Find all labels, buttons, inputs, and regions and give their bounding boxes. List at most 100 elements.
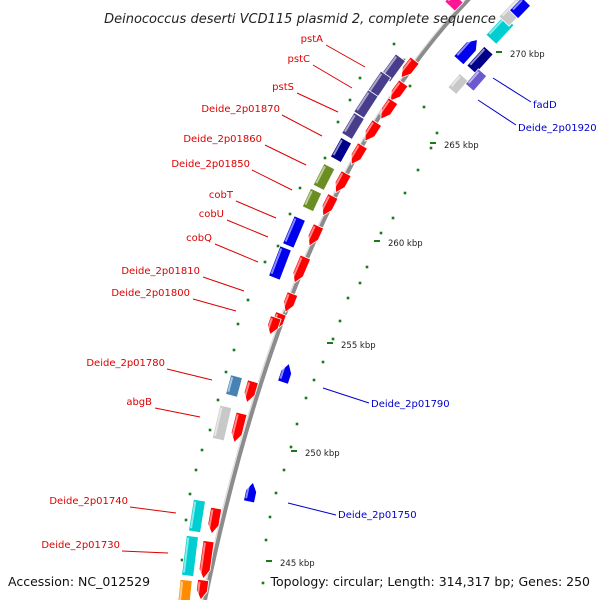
tick-dot	[246, 298, 250, 302]
tick-dot	[295, 422, 299, 426]
feature-block	[508, 0, 532, 20]
feature-block	[177, 578, 193, 600]
gene-labels: pstA pstC pstS Deide_2p01870 Deide_2p01860 De…	[41, 34, 596, 551]
forward-gene-label: pstC	[288, 54, 310, 65]
forward-gene-arrow	[378, 97, 399, 120]
tick-dot	[403, 191, 407, 195]
leader-line	[129, 506, 177, 514]
forward-gene-label: Deide_2p01810	[121, 266, 200, 277]
tick-dot	[321, 360, 325, 364]
forward-gene-label: cobU	[199, 209, 224, 220]
tick-dot	[416, 168, 420, 172]
forward-gene-label: Deide_2p01780	[86, 358, 165, 369]
tick-dot	[346, 296, 350, 300]
leader-line	[192, 298, 237, 312]
tick-dot	[391, 216, 395, 220]
minor-ticks: 270 kbp 265 kbp 260 kbp 255 kbp 250 kbp 245 k…	[180, 42, 545, 585]
feature-block	[188, 498, 206, 534]
forward-gene-arrow	[320, 193, 339, 217]
major-tick-label: 265 kbp	[444, 141, 479, 151]
accession-text: Accession: NC_012529	[8, 574, 150, 589]
forward-gene-label: Deide_2p01800	[111, 288, 190, 299]
reverse-gene-label: Deide_2p01790	[371, 399, 450, 410]
forward-gene-arrow	[196, 578, 210, 600]
map-title: Deinococcus deserti VCD115 plasmid 2, co…	[104, 12, 496, 27]
leader-line	[322, 387, 370, 404]
tick-dot	[392, 42, 396, 46]
tick-dot	[365, 265, 369, 269]
tick-dot	[216, 398, 220, 402]
tick-dot	[435, 131, 439, 135]
feature-block	[341, 112, 365, 140]
feature-block	[301, 187, 323, 213]
leader-line	[235, 200, 277, 219]
forward-gene-label: cobQ	[186, 233, 212, 244]
forward-gene-arrow	[333, 170, 352, 194]
tick-dot	[429, 146, 433, 150]
leader-line	[296, 92, 339, 113]
reverse-gene-arrow	[243, 481, 258, 504]
reverse-gene-label: Deide_2p01920	[518, 123, 597, 134]
tick-dot	[261, 581, 265, 585]
tick-dot	[224, 370, 228, 374]
forward-gene-label: cobT	[209, 190, 234, 201]
forward-gene-label: Deide_2p01730	[41, 540, 120, 551]
reverse-gene-arrow	[277, 362, 292, 385]
leader-line	[312, 64, 353, 89]
forward-gene-label: Deide_2p01850	[171, 159, 250, 170]
tick-dot	[268, 515, 272, 519]
feature-block	[329, 136, 353, 164]
tick-dot	[331, 337, 335, 341]
feature-block	[211, 404, 233, 442]
forward-gene-arrow	[266, 315, 282, 336]
forward-gene-arrow	[362, 119, 383, 142]
forward-gene-arrow	[388, 79, 409, 102]
feature-block	[453, 37, 478, 66]
forward-gene-arrow	[207, 506, 223, 535]
tick-dot	[348, 98, 352, 102]
tick-dot	[274, 491, 278, 495]
forward-gene-label: abgB	[126, 397, 152, 408]
leader-line	[325, 44, 366, 68]
tick-dot	[379, 231, 383, 235]
leader-line	[281, 114, 323, 137]
tick-dot	[276, 244, 280, 248]
tick-dot	[288, 212, 292, 216]
forward-gene-label: pstS	[272, 82, 294, 93]
leader-line	[121, 550, 169, 554]
leader-line	[214, 243, 259, 263]
tick-dot	[289, 445, 293, 449]
reverse-gene-label: fadD	[533, 100, 557, 111]
major-tick-label: 255 kbp	[341, 341, 376, 351]
leader-line	[287, 502, 337, 516]
forward-gene-label: Deide_2p01740	[49, 496, 128, 507]
feature-block	[444, 0, 464, 12]
tick-dot	[323, 156, 327, 160]
reverse-gene-label: Deide_2p01750	[338, 510, 417, 521]
tick-dot	[338, 319, 342, 323]
tick-dot	[298, 186, 302, 190]
gene-features	[177, 0, 532, 600]
forward-gene-arrow	[349, 142, 368, 166]
major-tick-label: 245 kbp	[280, 559, 315, 569]
tick-dot	[358, 281, 362, 285]
forward-gene-arrow	[306, 223, 325, 247]
forward-gene-arrow	[282, 291, 299, 314]
tick-dot	[422, 105, 426, 109]
tick-dot	[408, 84, 412, 88]
leader-line	[166, 368, 213, 381]
label-lines	[121, 44, 532, 554]
tick-dot	[312, 378, 316, 382]
leader-line	[264, 144, 307, 166]
forward-gene-arrow	[198, 539, 215, 580]
feature-block	[312, 163, 336, 191]
leader-line	[226, 219, 269, 238]
tick-dot	[194, 468, 198, 472]
major-tick-label: 270 kbp	[510, 50, 545, 60]
forward-gene-arrow	[230, 411, 248, 444]
tick-dot	[282, 468, 286, 472]
tick-dot	[184, 518, 188, 522]
leader-line	[202, 276, 245, 292]
forward-gene-label: pstA	[301, 34, 323, 45]
